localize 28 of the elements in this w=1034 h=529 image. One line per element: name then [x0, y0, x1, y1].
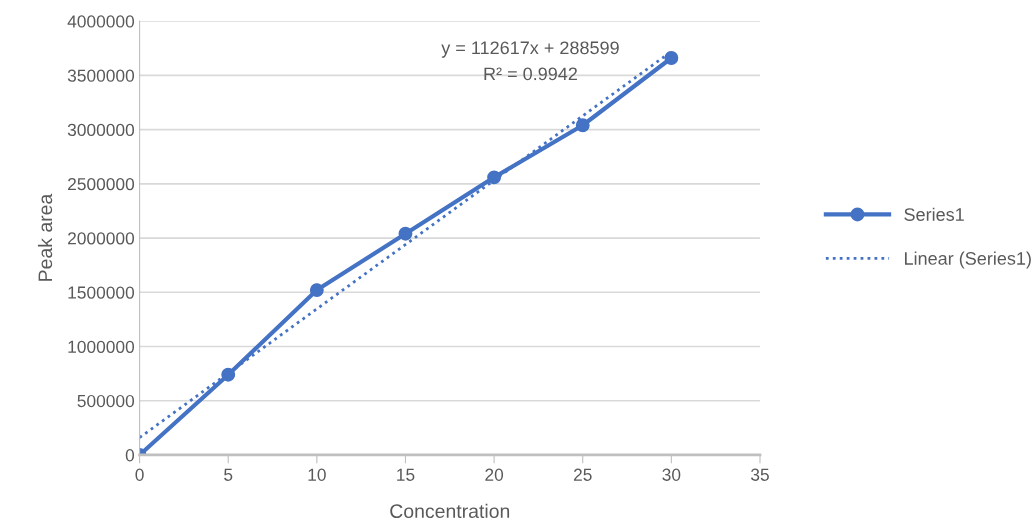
point [575, 118, 590, 133]
y-tick-label: 1000000 [68, 340, 135, 353]
y-tick-label: 3000000 [67, 123, 135, 137]
point [487, 170, 502, 185]
x-tick-label: 25 [573, 468, 592, 481]
y-tick-label: 0 [125, 449, 135, 462]
y-tick-label: 3500000 [67, 69, 135, 82]
x-tick-label: 5 [224, 468, 233, 481]
x-tick-label: 35 [751, 468, 769, 481]
y-tick-label: 2000000 [68, 232, 135, 245]
x-tick-label: 0 [135, 468, 144, 481]
point [309, 283, 324, 298]
legend-label: Series1 [904, 207, 964, 221]
y-tick-label: 1500000 [68, 286, 135, 299]
x-axis-title: Concentration [390, 503, 510, 519]
y-tick-label: 500000 [77, 394, 135, 408]
x-tick-label: 15 [397, 468, 415, 481]
point [398, 226, 413, 241]
annotation: R² = 0.9942 [484, 67, 577, 81]
y-tick-label: 4000000 [67, 15, 135, 28]
point [664, 51, 679, 65]
legend-label: Linear (Series1) [904, 251, 1031, 269]
annotation: y = 112617x + 288599 [441, 41, 619, 58]
x-tick-label: 20 [485, 468, 504, 481]
x-tick-label: 10 [308, 468, 326, 481]
y-axis-title: Peak area [37, 193, 53, 281]
x-tick-label: 30 [662, 468, 681, 481]
y-tick-label: 2500000 [68, 178, 135, 191]
